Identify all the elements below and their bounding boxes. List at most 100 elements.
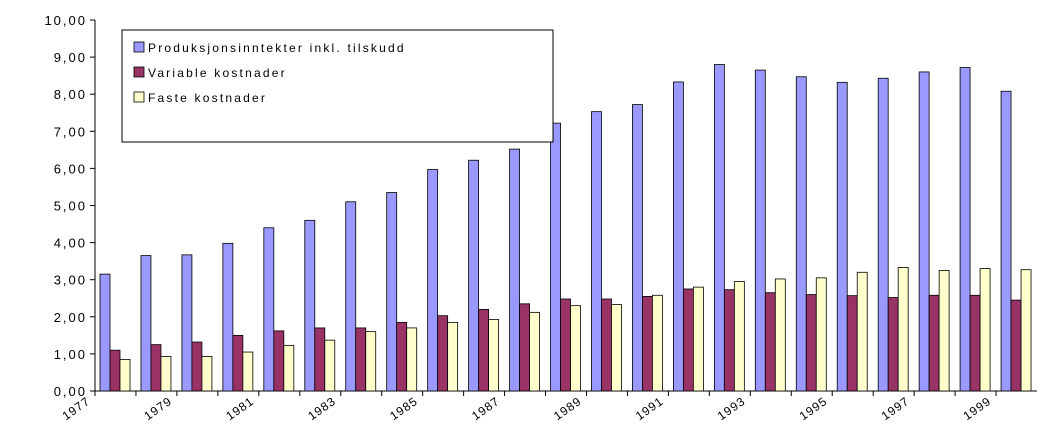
bar (1010, 299, 1022, 392)
bar (355, 327, 367, 392)
bar (570, 305, 581, 392)
bar (897, 267, 909, 392)
y-tick-label: 8,00 (54, 87, 87, 102)
bar (550, 122, 561, 392)
legend: Produksjonsinntekter inkl. tilskudd Varia… (121, 29, 554, 143)
bar (672, 81, 684, 392)
bar (764, 292, 776, 392)
bar (815, 277, 827, 392)
bar (232, 334, 244, 392)
y-tick-label: 1,00 (54, 347, 87, 362)
x-tick-label: 1999 (961, 394, 994, 423)
legend-swatch (133, 91, 145, 103)
bar (877, 77, 889, 392)
bar (191, 341, 203, 392)
bar (324, 339, 336, 392)
x-tick-label: 1981 (223, 394, 256, 423)
y-tick-label: 6,00 (54, 161, 87, 176)
bar (314, 327, 326, 392)
bar (733, 281, 745, 392)
bar (109, 349, 121, 392)
bar (283, 344, 295, 392)
x-tick-label: 1989 (551, 394, 584, 423)
bar (795, 76, 807, 392)
bar (406, 327, 418, 392)
bar (478, 308, 490, 392)
bar (601, 298, 612, 392)
bar (273, 330, 285, 392)
bar (652, 294, 663, 392)
bar (969, 294, 981, 392)
bar (242, 351, 254, 392)
bar (529, 311, 540, 392)
bar (119, 359, 131, 392)
bar (519, 303, 530, 392)
bar (938, 270, 950, 392)
bar (140, 255, 152, 392)
y-tick-label: 0,00 (54, 384, 87, 399)
bar (979, 268, 991, 392)
x-tick-label: 1985 (387, 394, 420, 423)
bar (160, 356, 172, 392)
bar (386, 192, 398, 392)
bar (692, 286, 704, 392)
bar (928, 294, 940, 392)
bar (642, 295, 653, 392)
y-tick-label: 3,00 (54, 273, 87, 288)
legend-swatch (133, 66, 145, 78)
bar (713, 64, 725, 392)
bar (345, 201, 357, 392)
bar (560, 298, 571, 392)
legend-label: Variable kostnader (148, 66, 287, 80)
bar (682, 288, 694, 392)
bar (918, 71, 930, 392)
bar (468, 159, 480, 392)
bar (99, 273, 111, 392)
bar (1020, 269, 1032, 392)
bar (632, 104, 643, 392)
y-tick-label: 10,00 (44, 13, 87, 28)
bar (427, 169, 439, 392)
bar (959, 67, 971, 392)
bar (805, 294, 817, 392)
bar (437, 315, 449, 392)
bar (222, 242, 234, 392)
bar (181, 254, 193, 392)
y-tick-label: 5,00 (54, 199, 87, 214)
x-tick-label: 1983 (305, 394, 338, 423)
x-tick-label: 1979 (141, 394, 174, 423)
bar (611, 304, 622, 392)
bar (509, 148, 520, 392)
legend-label: Faste kostnader (148, 91, 267, 105)
bar (591, 111, 602, 392)
bar (201, 356, 213, 392)
bar (887, 297, 899, 392)
bar (856, 271, 868, 392)
legend-swatch (133, 41, 145, 53)
y-tick-label: 4,00 (54, 236, 87, 251)
bar (1000, 90, 1012, 392)
bar (754, 69, 766, 392)
x-tick-label: 1991 (633, 394, 666, 423)
bar (150, 344, 162, 392)
bar (304, 219, 316, 392)
x-tick-label: 1995 (797, 394, 830, 423)
x-tick-label: 1987 (469, 394, 502, 423)
x-tick-label: 1997 (879, 394, 912, 423)
bar (723, 289, 735, 392)
legend-label: Produksjonsinntekter inkl. tilskudd (148, 41, 406, 55)
legend-box (121, 29, 554, 143)
y-tick-label: 7,00 (54, 124, 87, 139)
bar (365, 331, 377, 392)
y-tick-label: 2,00 (54, 310, 87, 325)
bar (836, 81, 848, 392)
y-tick-label: 9,00 (54, 50, 87, 65)
bar (263, 227, 275, 392)
bar (488, 318, 500, 392)
bar (396, 321, 408, 392)
bar (447, 321, 459, 392)
bar (774, 278, 786, 392)
x-tick-label: 1993 (715, 394, 748, 423)
bar (846, 295, 858, 392)
